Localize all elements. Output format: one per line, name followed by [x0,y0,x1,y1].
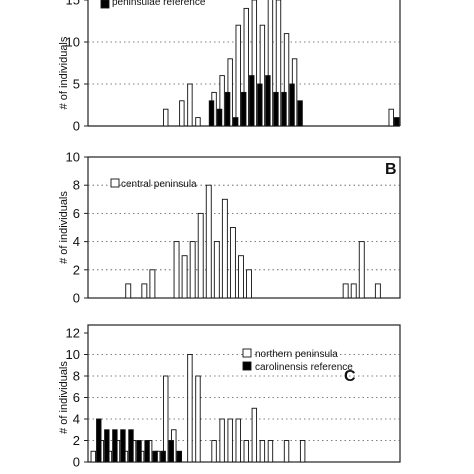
bar [136,440,142,463]
y-tick-label: 10 [66,35,80,50]
y-tick-label: 4 [73,412,80,427]
bar [374,283,381,299]
bar [235,24,241,127]
y-tick-label: 10 [66,347,80,362]
plot-frame [87,156,401,299]
y-tick-label: 5 [73,77,80,92]
bar [221,198,228,299]
y-tick-label: 4 [73,234,80,249]
legend-swatch [110,178,120,188]
bar [181,255,188,299]
legend-swatch [242,361,252,371]
bar [297,100,303,127]
bar [394,117,400,127]
bar [257,83,263,127]
legend-label: northern peninsula [255,349,338,360]
bar [205,184,212,299]
panel-b: 0 2 4 6 8 10 # of individuals central peninsula… [58,150,401,306]
bar [152,450,158,463]
y-tick-label: 0 [73,455,80,470]
bar [179,100,185,127]
bar [227,418,233,463]
y-tick-label: 15 [66,0,80,8]
bar [90,450,96,463]
y-tick-label: 6 [73,206,80,221]
bar [195,117,201,127]
bar [112,429,118,463]
bar [388,108,394,127]
y-tick-label: 2 [73,433,80,448]
bar [246,269,252,299]
y-axis-label: # of individuals [58,361,70,434]
bar [187,354,193,463]
bar [96,418,102,463]
panel-a: 0 5 10 15 # of individuals peninsulae referen… [58,0,401,134]
bar [299,440,306,463]
bar [128,429,134,463]
bar [187,83,193,127]
bar [189,241,196,299]
bar [235,418,241,463]
panel-letter: C [344,368,356,385]
bar [224,91,231,127]
bar [251,407,258,463]
bar [195,375,201,463]
bar [176,450,183,463]
y-tick-label: 8 [73,369,80,384]
bar [208,100,215,127]
bar [213,241,220,299]
bar [241,91,247,127]
bar [168,440,174,463]
y-tick-label: 12 [66,326,80,341]
bar [120,429,126,463]
legend-swatch [242,348,252,358]
bar [125,283,132,299]
bar [249,75,255,127]
y-tick-label: 0 [73,291,80,306]
bar [232,117,239,127]
bar [289,83,295,127]
y-axis-label: # of individuals [58,36,70,109]
bar [267,440,274,463]
y-tick-label: 2 [73,262,80,277]
bar [149,269,156,299]
legend-label: carolinensis reference [255,362,353,373]
y-tick-label: 8 [73,178,80,193]
bar [160,450,166,463]
bar [283,440,290,463]
y-axis-label: # of individuals [58,191,70,264]
y-tick-label: 6 [73,390,80,405]
bar [259,440,266,463]
bar [350,283,357,299]
legend-swatch [100,0,110,9]
panel-letter: B [385,161,397,178]
bar [173,241,180,299]
bar [197,212,204,299]
y-tick-label: 10 [66,150,80,165]
bar [163,375,169,463]
bar [281,91,287,127]
y-tick-label: 0 [73,119,80,134]
bar [216,108,223,127]
bar [243,440,249,463]
bar [211,440,217,463]
bar [229,227,236,299]
bar [265,75,271,127]
legend-label: peninsulae reference [112,0,206,8]
bar [273,91,279,127]
bar [238,255,244,299]
bar [144,440,150,463]
panel-c: 0 2 4 6 8 10 12 # of individuals northern penins… [58,324,401,470]
bar [219,418,225,463]
bar [342,283,349,299]
bar [104,429,110,463]
bar [141,283,148,299]
legend-label: central peninsula [121,179,197,190]
bar [163,108,169,127]
bar [358,241,365,299]
